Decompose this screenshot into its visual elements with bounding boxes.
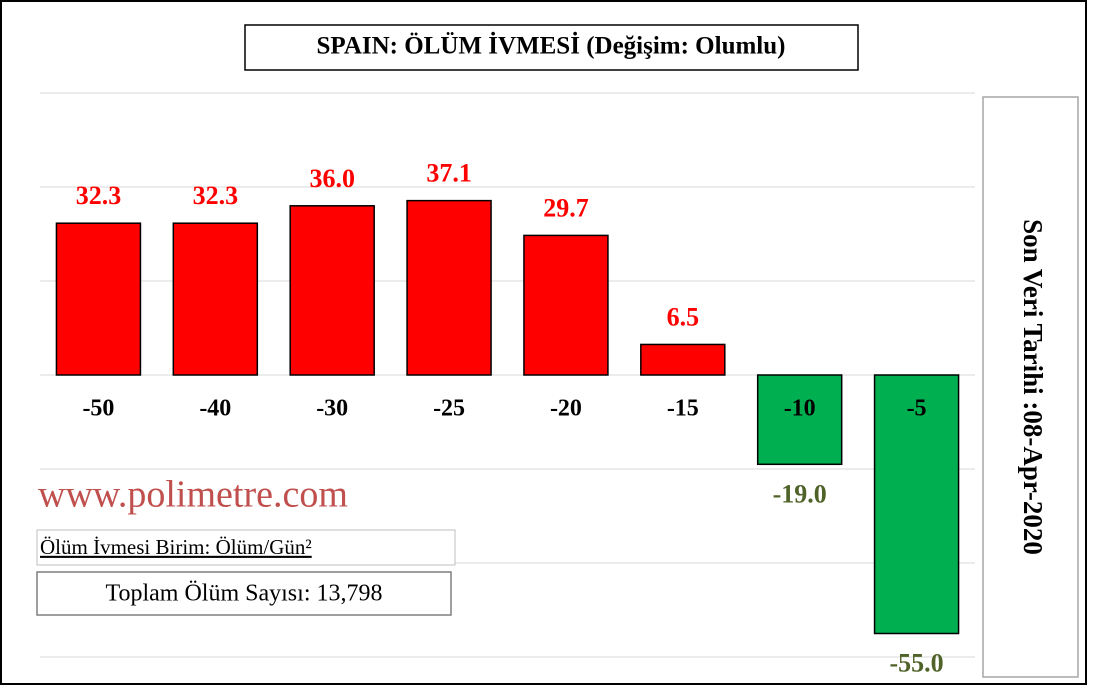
bar [640,343,726,376]
x-tick-label: -10 [784,396,816,422]
value-label: 32.3 [193,181,239,210]
value-label: -55.0 [889,648,943,677]
bar [406,199,492,376]
bars [55,199,960,635]
title-box [244,24,859,71]
bar [172,222,259,376]
total-label: Toplam Ölüm Sayısı: 13,798 [106,581,383,607]
last-date: Son Veri Tarihi :08-Apr-2020 [1018,219,1048,555]
bar [289,205,375,376]
bar [55,222,142,376]
chart-title: SPAIN: ÖLÜM İVMESİ (Değişim: Olumlu) [317,32,786,60]
value-label: 32.3 [76,181,122,210]
x-tick-label: -40 [199,396,231,422]
date-box [982,96,1079,678]
value-label: 37.1 [426,159,472,188]
x-tick-label: -50 [82,396,114,422]
x-tick-label: -30 [316,396,348,422]
value-label: 29.7 [543,193,589,222]
x-tick-label: -5 [907,396,927,422]
unit-label: Ölüm İvmesi Birim: Ölüm/Gün² [40,535,312,559]
x-tick-label: -15 [667,396,699,422]
unit-box [36,529,456,566]
total-box [36,571,452,616]
bar [523,234,609,376]
value-label: 36.0 [309,164,355,193]
value-label: -19.0 [773,479,827,508]
website: www.polimetre.com [38,474,348,516]
value-label: 6.5 [667,302,700,331]
x-tick-label: -20 [550,396,582,422]
x-tick-label: -25 [433,396,465,422]
bar [756,374,843,466]
bar [873,374,960,635]
